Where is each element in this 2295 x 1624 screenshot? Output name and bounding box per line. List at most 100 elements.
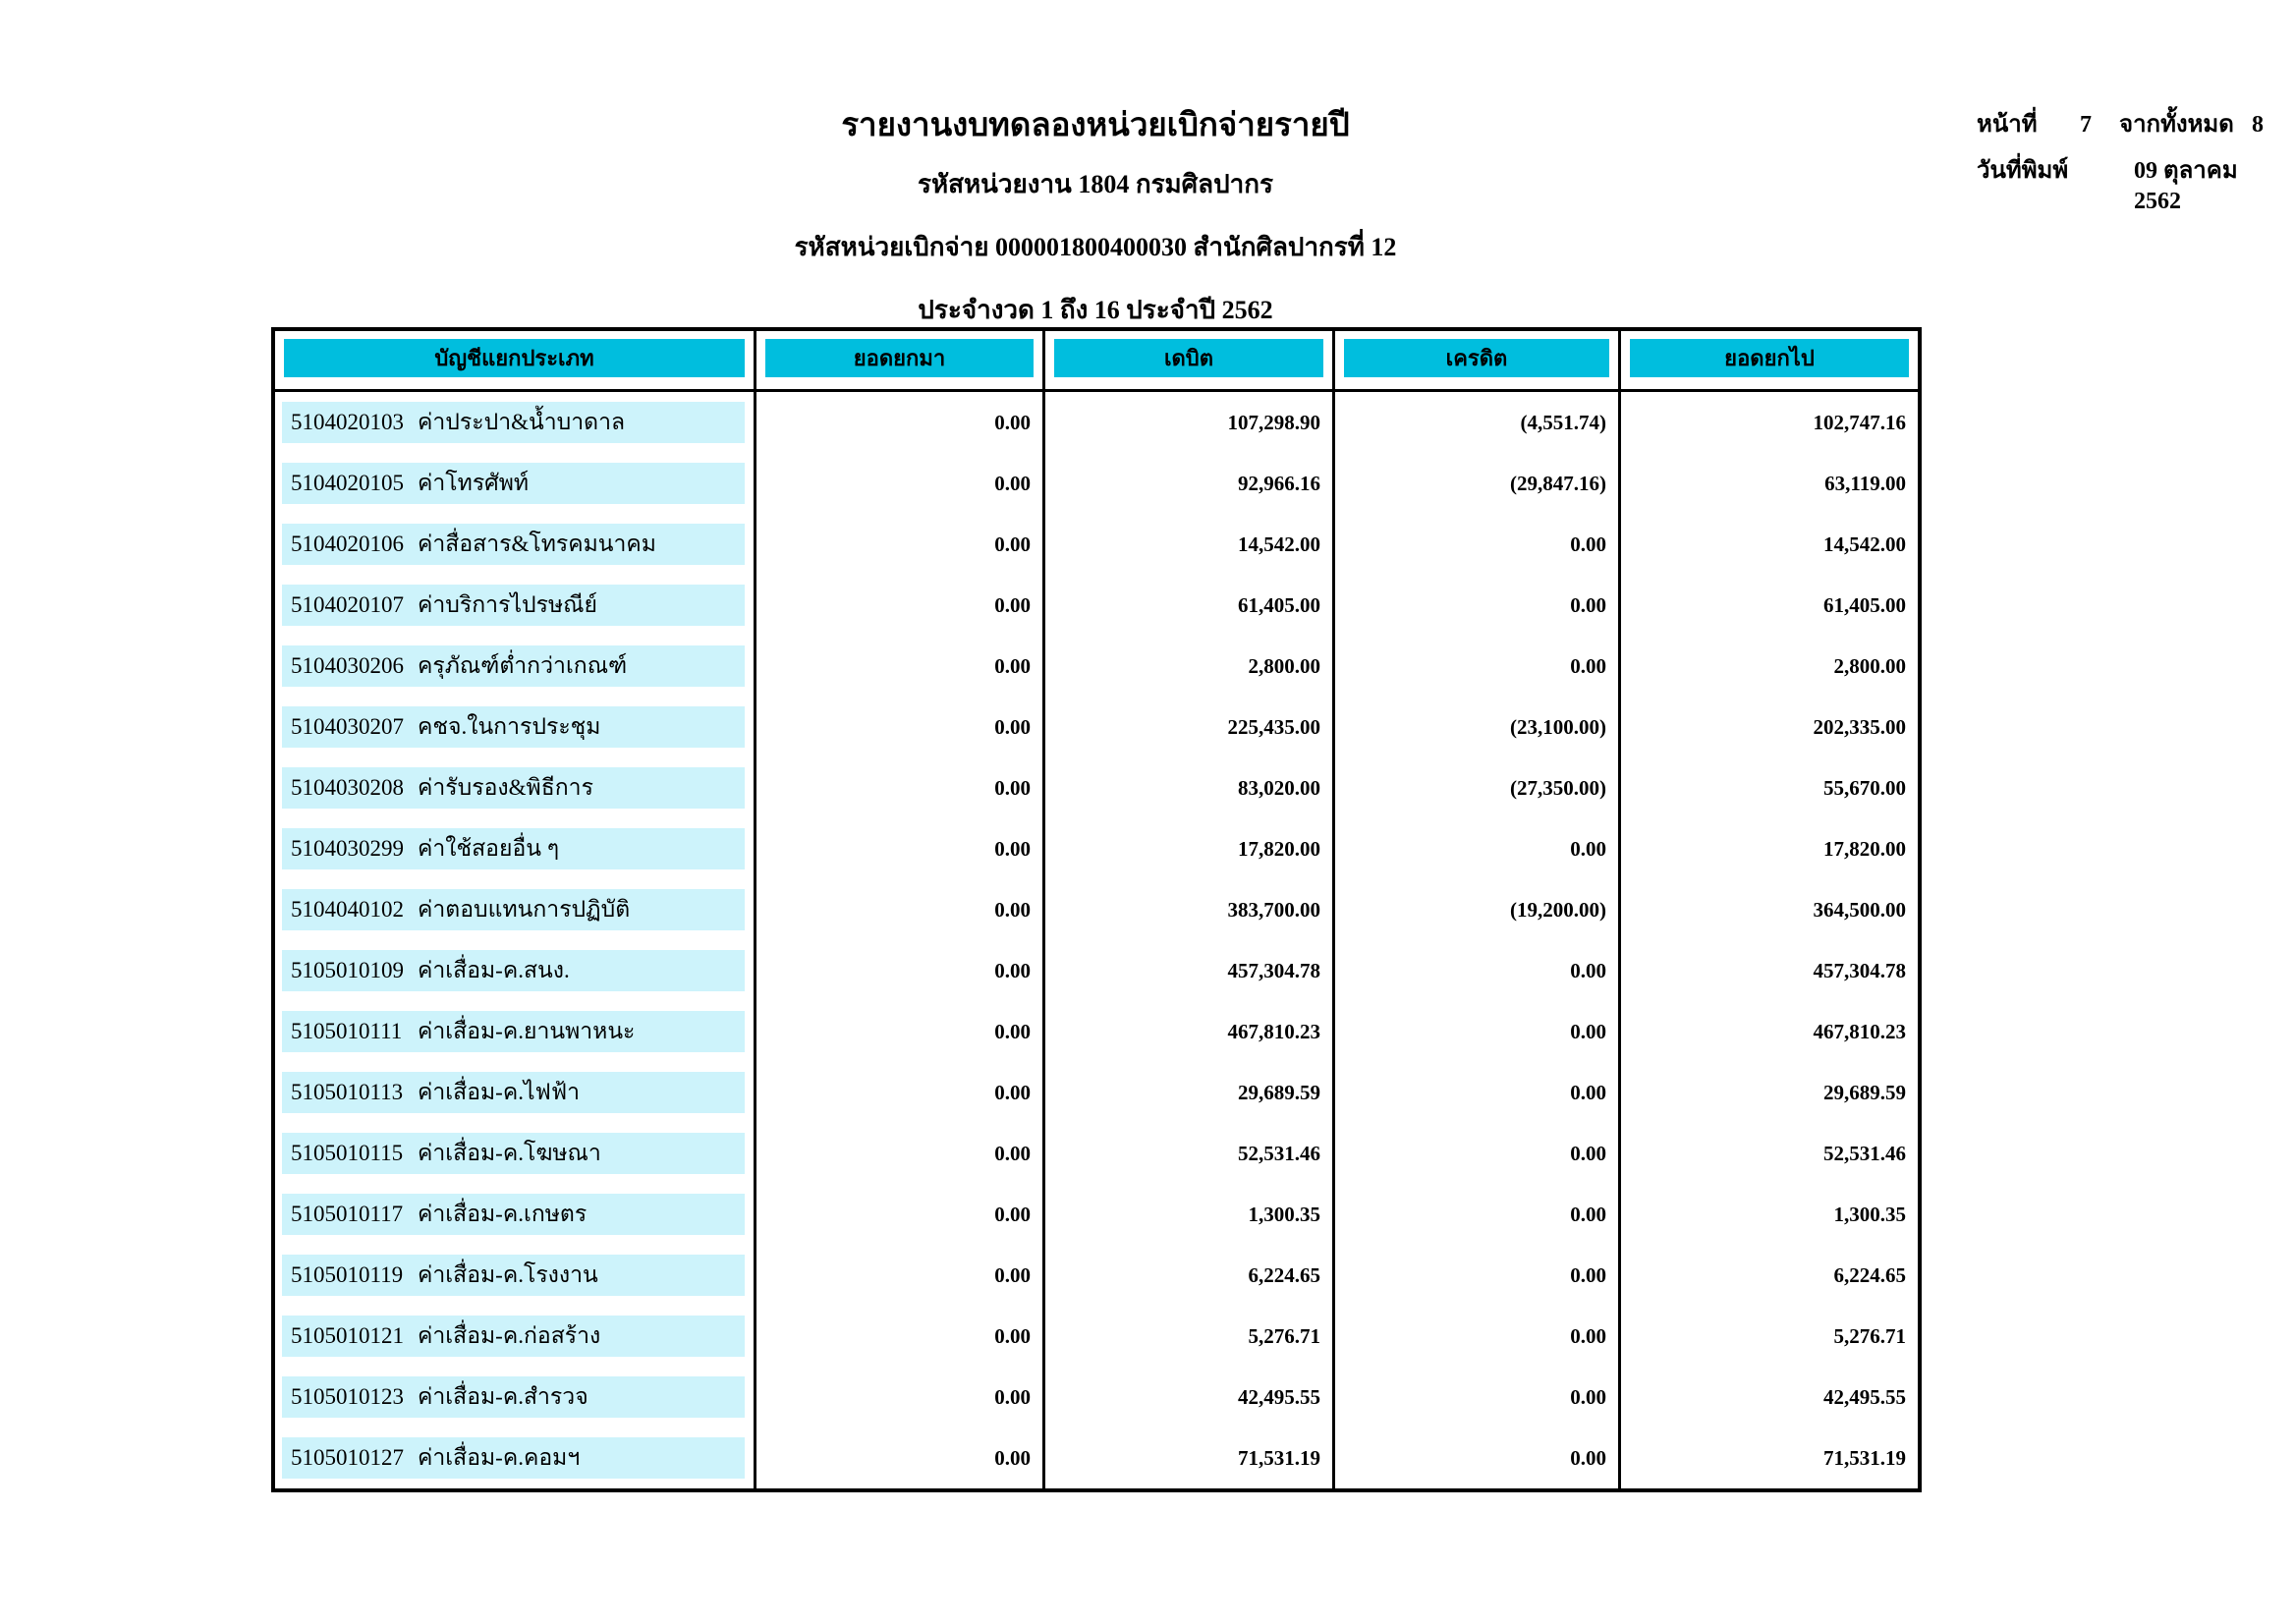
credit-value: 0.00 xyxy=(1570,1384,1606,1409)
carry-forward-value: 0.00 xyxy=(994,1141,1031,1165)
page-info-block: หน้าที่ 7 จากทั้งหมด 8 วันที่พิมพ์ 09 ตุ… xyxy=(1977,104,2271,223)
balance-cell: 2,800.00 xyxy=(1618,636,1918,697)
carry-forward-value: 0.00 xyxy=(994,1262,1031,1287)
print-date-row: วันที่พิมพ์ 09 ตุลาคม 2562 xyxy=(1977,150,2271,215)
header-label-debit: เดบิต xyxy=(1054,339,1323,377)
credit-cell: 0.00 xyxy=(1332,1367,1618,1428)
carry-forward-cell: 0.00 xyxy=(754,1184,1042,1245)
credit-cell: 0.00 xyxy=(1332,636,1618,697)
credit-cell: 0.00 xyxy=(1332,1428,1618,1488)
debit-cell: 1,300.35 xyxy=(1042,1184,1332,1245)
balance-value: 61,405.00 xyxy=(1823,592,1906,617)
credit-value: 0.00 xyxy=(1570,592,1606,617)
balance-value: 14,542.00 xyxy=(1823,532,1906,556)
account-name: ค่าเสื่อม-ค.เกษตร xyxy=(418,1202,588,1226)
account-name: ค่าเสื่อม-ค.ก่อสร้าง xyxy=(418,1323,601,1348)
carry-forward-cell: 0.00 xyxy=(754,1428,1042,1488)
carry-forward-value: 0.00 xyxy=(994,714,1031,739)
credit-value: 0.00 xyxy=(1570,1323,1606,1348)
balance-value: 102,747.16 xyxy=(1813,410,1907,434)
credit-cell: 0.00 xyxy=(1332,1306,1618,1367)
header-label-account: บัญชีแยกประเภท xyxy=(284,339,745,377)
debit-value: 14,542.00 xyxy=(1238,532,1320,556)
credit-value: 0.00 xyxy=(1570,1141,1606,1165)
account-cell: 5104020105 ค่าโทรศัพท์ xyxy=(275,453,754,514)
balance-cell: 71,531.19 xyxy=(1618,1428,1918,1488)
account-band: 5105010113 ค่าเสื่อม-ค.ไฟฟ้า xyxy=(282,1072,745,1113)
account-cell: 5105010111 ค่าเสื่อม-ค.ยานพาหนะ xyxy=(275,1001,754,1062)
account-code: 5105010111 xyxy=(291,1019,403,1043)
account-name: คชจ.ในการประชุม xyxy=(418,714,601,739)
credit-cell: 0.00 xyxy=(1332,1123,1618,1184)
table-row: 5105010117 ค่าเสื่อม-ค.เกษตร 0.00 1,300.… xyxy=(275,1184,1918,1245)
account-name: ค่าเสื่อม-ค.ไฟฟ้า xyxy=(418,1080,581,1104)
debit-cell: 14,542.00 xyxy=(1042,514,1332,575)
debit-cell: 52,531.46 xyxy=(1042,1123,1332,1184)
page-number-row: หน้าที่ 7 จากทั้งหมด 8 xyxy=(1977,104,2271,142)
page-number: 7 xyxy=(2080,112,2092,138)
account-name: ค่าเสื่อม-ค.โฆษณา xyxy=(418,1141,601,1165)
debit-value: 457,304.78 xyxy=(1227,958,1321,982)
table-row: 5105010119 ค่าเสื่อม-ค.โรงงาน 0.00 6,224… xyxy=(275,1245,1918,1306)
debit-value: 383,700.00 xyxy=(1227,897,1321,922)
credit-value: 0.00 xyxy=(1570,836,1606,861)
account-code: 5105010119 xyxy=(291,1262,404,1287)
table-row: 5105010109 ค่าเสื่อม-ค.สนง. 0.00 457,304… xyxy=(275,940,1918,1001)
balance-value: 457,304.78 xyxy=(1813,958,1907,982)
table-row: 5104020105 ค่าโทรศัพท์ 0.00 92,966.16 (2… xyxy=(275,453,1918,514)
account-cell: 5104030299 ค่าใช้สอยอื่น ๆ xyxy=(275,818,754,879)
header-label-credit: เครดิต xyxy=(1344,339,1609,377)
account-name: ค่าเสื่อม-ค.คอมฯ xyxy=(418,1445,581,1470)
credit-value: 0.00 xyxy=(1570,1080,1606,1104)
balance-cell: 467,810.23 xyxy=(1618,1001,1918,1062)
account-cell: 5105010113 ค่าเสื่อม-ค.ไฟฟ้า xyxy=(275,1062,754,1123)
account-code: 5105010117 xyxy=(291,1202,404,1226)
header-cell-account: บัญชีแยกประเภท xyxy=(275,331,754,389)
debit-value: 83,020.00 xyxy=(1238,775,1320,800)
debit-cell: 457,304.78 xyxy=(1042,940,1332,1001)
account-name: ค่าใช้สอยอื่น ๆ xyxy=(418,836,560,861)
header-label-balance: ยอดยกไป xyxy=(1630,339,1909,377)
table-row: 5104020107 ค่าบริการไปรษณีย์ 0.00 61,405… xyxy=(275,575,1918,636)
header-label-carry-forward: ยอดยกมา xyxy=(765,339,1034,377)
carry-forward-cell: 0.00 xyxy=(754,818,1042,879)
account-band: 5104020107 ค่าบริการไปรษณีย์ xyxy=(282,585,745,626)
debit-cell: 92,966.16 xyxy=(1042,453,1332,514)
page-label: หน้าที่ xyxy=(1977,112,2038,138)
balance-cell: 364,500.00 xyxy=(1618,879,1918,940)
balance-cell: 102,747.16 xyxy=(1618,392,1918,453)
debit-value: 29,689.59 xyxy=(1238,1080,1320,1104)
account-name: ค่าโทรศัพท์ xyxy=(418,471,530,495)
balance-cell: 55,670.00 xyxy=(1618,757,1918,818)
credit-cell: 0.00 xyxy=(1332,818,1618,879)
carry-forward-cell: 0.00 xyxy=(754,1001,1042,1062)
debit-value: 92,966.16 xyxy=(1238,471,1320,495)
debit-value: 1,300.35 xyxy=(1248,1202,1321,1226)
carry-forward-value: 0.00 xyxy=(994,897,1031,922)
balance-value: 52,531.46 xyxy=(1823,1141,1906,1165)
period-line: ประจำงวด 1 ถึง 16 ประจำปี 2562 xyxy=(918,296,1273,324)
debit-cell: 225,435.00 xyxy=(1042,697,1332,757)
credit-value: (19,200.00) xyxy=(1510,897,1606,922)
header-cell-balance: ยอดยกไป xyxy=(1618,331,1918,389)
account-cell: 5105010121 ค่าเสื่อม-ค.ก่อสร้าง xyxy=(275,1306,754,1367)
header-cell-debit: เดบิต xyxy=(1042,331,1332,389)
credit-cell: (27,350.00) xyxy=(1332,757,1618,818)
debit-cell: 83,020.00 xyxy=(1042,757,1332,818)
balance-value: 2,800.00 xyxy=(1833,653,1907,678)
account-code: 5104040102 xyxy=(291,897,404,922)
debit-cell: 107,298.90 xyxy=(1042,392,1332,453)
account-band: 5105010127 ค่าเสื่อม-ค.คอมฯ xyxy=(282,1437,745,1479)
table-row: 5105010115 ค่าเสื่อม-ค.โฆษณา 0.00 52,531… xyxy=(275,1123,1918,1184)
account-band: 5105010117 ค่าเสื่อม-ค.เกษตร xyxy=(282,1194,745,1235)
account-band: 5105010119 ค่าเสื่อม-ค.โรงงาน xyxy=(282,1255,745,1296)
debit-value: 2,800.00 xyxy=(1248,653,1321,678)
table-row: 5105010121 ค่าเสื่อม-ค.ก่อสร้าง 0.00 5,2… xyxy=(275,1306,1918,1367)
debit-value: 71,531.19 xyxy=(1238,1445,1320,1470)
carry-forward-cell: 0.00 xyxy=(754,392,1042,453)
credit-cell: 0.00 xyxy=(1332,575,1618,636)
account-code: 5104020107 xyxy=(291,592,404,617)
balance-cell: 1,300.35 xyxy=(1618,1184,1918,1245)
balance-cell: 6,224.65 xyxy=(1618,1245,1918,1306)
credit-cell: 0.00 xyxy=(1332,940,1618,1001)
